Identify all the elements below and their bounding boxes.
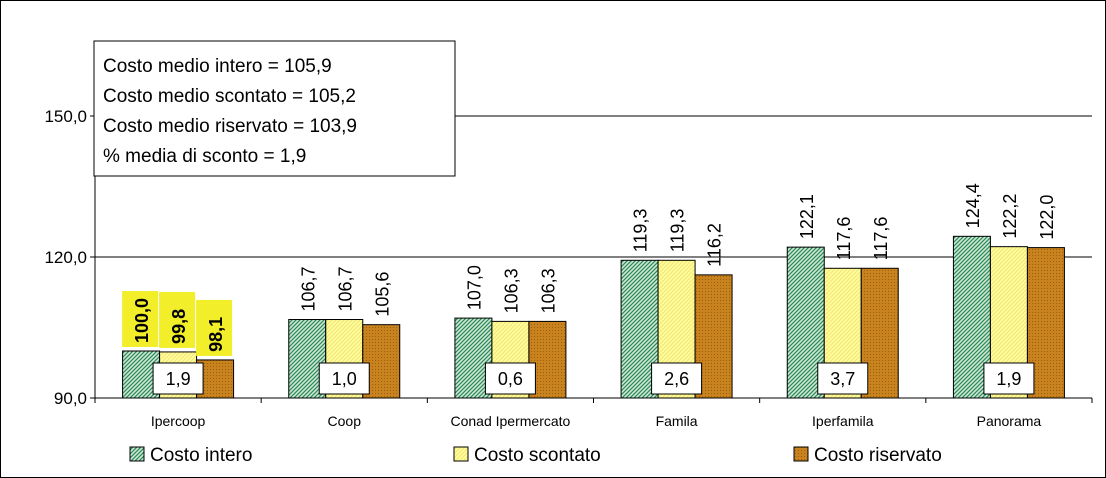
discount-value: 1,0 — [332, 369, 357, 389]
value-label-text: 107,0 — [464, 265, 484, 310]
value-labels: 100,0 99,8 98,1 106,7 106,7 105,6 107,0 106,3 10… — [122, 183, 1057, 356]
value-label-coop-costo-scontato: 106,7 — [335, 266, 355, 311]
value-label-highlight — [159, 291, 196, 348]
value-label-conad-ipermercato-costo-riservato: 106,3 — [538, 268, 558, 313]
summary-line-3: Costo medio riservato = 103,9 — [103, 116, 357, 137]
value-label-ipercoop-costo-scontato: 99,8 — [159, 291, 196, 348]
value-label-coop-costo-intero: 106,7 — [298, 266, 318, 311]
discount-box-panorama: 1,9 — [983, 362, 1035, 395]
value-label-iperfamila-costo-intero: 122,1 — [797, 194, 817, 239]
x-tick-label-famila: Famila — [656, 413, 698, 429]
value-label-text: 98,1 — [206, 317, 226, 352]
discount-value: 1,9 — [166, 369, 191, 389]
discount-box-coop: 1,0 — [318, 362, 370, 395]
y-tick-labels: 90,0 120,0 150,0 — [44, 107, 95, 408]
x-tick-label-coop: Coop — [328, 413, 362, 429]
discount-box-iperfamila: 3,7 — [817, 362, 869, 395]
value-label-text: 106,7 — [335, 266, 355, 311]
value-label-famila-costo-riservato: 116,2 — [705, 223, 725, 267]
y-tick-label: 90,0 — [54, 389, 87, 408]
value-label-text: 106,3 — [538, 268, 558, 313]
value-label-highlight — [122, 291, 159, 347]
value-label-panorama-costo-riservato: 122,0 — [1037, 195, 1057, 240]
discount-box-famila: 2,6 — [651, 362, 703, 395]
legend-swatch-costo-riservato — [793, 446, 809, 462]
legend-swatch-costo-scontato — [453, 446, 469, 462]
value-label-text: 99,8 — [169, 309, 189, 344]
legend: Costo intero Costo scontato Costo riserv… — [129, 445, 942, 466]
discount-box-conad-ipermercato: 0,6 — [484, 362, 536, 395]
bar-panorama-costo-riservato — [1026, 247, 1065, 399]
value-label-panorama-costo-intero: 124,4 — [963, 183, 983, 228]
value-label-text: 119,3 — [631, 209, 651, 253]
value-label-text: 122,1 — [797, 194, 817, 239]
discount-value: 1,9 — [996, 369, 1021, 389]
x-tick-label-ipercoop: Ipercoop — [151, 413, 206, 429]
value-label-iperfamila-costo-riservato: 117,6 — [871, 217, 891, 261]
legend-label-costo-intero: Costo intero — [150, 445, 252, 466]
discount-boxes: 1,9 1,0 0,6 2,6 3,7 1,9 — [152, 362, 1035, 395]
y-tick-label: 120,0 — [44, 248, 87, 267]
x-tick-label-iperfamila: Iperfamila — [812, 413, 874, 429]
legend-item-costo-intero: Costo intero — [129, 445, 252, 466]
discount-value: 0,6 — [498, 369, 523, 389]
value-label-text: 117,6 — [871, 217, 891, 261]
value-label-text: 116,2 — [705, 223, 725, 267]
summary-line-4: % media di sconto = 1,9 — [103, 146, 306, 167]
value-label-text: 105,6 — [372, 272, 392, 317]
value-label-text: 117,6 — [834, 217, 854, 261]
legend-item-costo-scontato: Costo scontato — [453, 445, 601, 466]
value-label-ipercoop-costo-riservato: 98,1 — [196, 299, 233, 356]
value-label-conad-ipermercato-costo-scontato: 106,3 — [501, 268, 521, 313]
value-label-iperfamila-costo-scontato: 117,6 — [834, 217, 854, 261]
y-tick-label: 150,0 — [44, 107, 87, 126]
value-label-text: 122,0 — [1037, 195, 1057, 240]
value-label-coop-costo-riservato: 105,6 — [372, 272, 392, 317]
value-label-highlight — [196, 299, 233, 356]
discount-value: 2,6 — [664, 369, 689, 389]
legend-label-costo-scontato: Costo scontato — [474, 445, 601, 466]
value-label-text: 122,2 — [1000, 194, 1020, 239]
value-label-text: 119,3 — [668, 209, 688, 253]
legend-item-costo-riservato: Costo riservato — [793, 445, 942, 466]
legend-label-costo-riservato: Costo riservato — [814, 445, 942, 466]
summary-line-2: Costo medio scontato = 105,2 — [103, 86, 356, 107]
value-label-panorama-costo-scontato: 122,2 — [1000, 194, 1020, 239]
value-label-conad-ipermercato-costo-intero: 107,0 — [464, 265, 484, 310]
discount-box-ipercoop: 1,9 — [152, 362, 204, 395]
value-label-famila-costo-scontato: 119,3 — [668, 209, 688, 253]
value-label-famila-costo-intero: 119,3 — [631, 209, 651, 253]
value-label-text: 124,4 — [963, 183, 983, 228]
value-label-text: 106,3 — [501, 268, 521, 313]
summary-box: Costo medio intero = 105,9 Costo medio s… — [93, 40, 456, 177]
x-tick-label-panorama: Panorama — [977, 413, 1042, 429]
value-label-text: 106,7 — [298, 266, 318, 311]
value-label-ipercoop-costo-intero: 100,0 — [122, 291, 159, 347]
value-label-text: 100,0 — [132, 298, 152, 343]
discount-value: 3,7 — [830, 369, 855, 389]
x-tick-label-conad-ipermercato: Conad Ipermercato — [450, 413, 570, 429]
legend-swatch-costo-intero — [129, 446, 145, 462]
x-tick-labels: Ipercoop Coop Conad Ipermercato Famila Iperf… — [94, 398, 1093, 429]
summary-line-1: Costo medio intero = 105,9 — [103, 56, 332, 77]
